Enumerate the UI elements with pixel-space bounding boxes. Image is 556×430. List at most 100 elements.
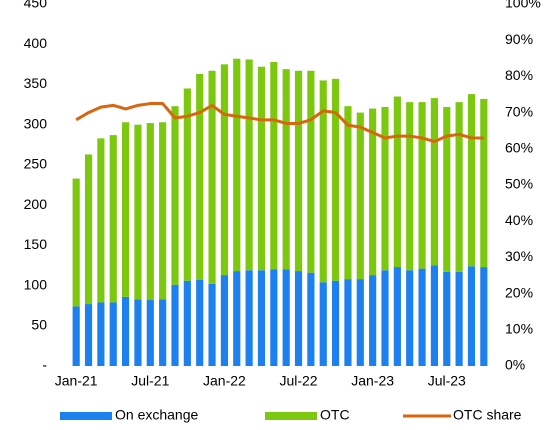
y-tick-label: 350 bbox=[24, 75, 48, 91]
y2-tick-label: 60% bbox=[505, 140, 533, 156]
bar bbox=[122, 122, 130, 297]
bar bbox=[356, 279, 364, 366]
bar bbox=[307, 272, 315, 366]
legend-label: OTC share bbox=[453, 407, 522, 423]
y-tick-label: 50 bbox=[31, 316, 47, 332]
bar bbox=[319, 80, 327, 283]
bar bbox=[270, 61, 278, 270]
bar bbox=[109, 135, 117, 303]
bar bbox=[196, 73, 204, 280]
bar bbox=[344, 279, 352, 366]
y-tick-label: 450 bbox=[24, 0, 48, 11]
y-tick-label: 400 bbox=[24, 35, 48, 51]
bar bbox=[183, 88, 191, 281]
bar bbox=[467, 94, 476, 267]
bar bbox=[418, 102, 426, 269]
bar bbox=[97, 138, 105, 303]
y2-tick-label: 80% bbox=[505, 67, 533, 83]
bar bbox=[332, 280, 340, 366]
bar bbox=[455, 271, 463, 366]
bar bbox=[332, 78, 340, 281]
bar bbox=[109, 302, 117, 366]
x-tick-label: Jan-22 bbox=[203, 373, 246, 389]
bar bbox=[294, 70, 303, 272]
y2-tick-label: 90% bbox=[505, 31, 533, 47]
bar bbox=[294, 271, 303, 366]
bar bbox=[220, 275, 228, 366]
bar bbox=[319, 282, 327, 366]
bar bbox=[467, 266, 476, 366]
bar bbox=[406, 270, 414, 366]
y2-tick-label: 40% bbox=[505, 212, 533, 228]
bar bbox=[72, 306, 80, 366]
bar bbox=[381, 270, 389, 366]
bar bbox=[245, 270, 253, 366]
bar bbox=[208, 283, 216, 366]
legend-swatch bbox=[60, 412, 112, 420]
y2-tick-label: 70% bbox=[505, 103, 533, 119]
x-tick-label: Jul-22 bbox=[279, 373, 317, 389]
bar bbox=[406, 102, 414, 271]
bar bbox=[171, 284, 179, 366]
bar bbox=[307, 70, 315, 273]
bar bbox=[134, 299, 142, 366]
y-tick-label: 100 bbox=[24, 276, 48, 292]
bar bbox=[220, 64, 228, 276]
bar bbox=[270, 269, 278, 366]
x-tick-label: Jul-21 bbox=[131, 373, 169, 389]
x-tick-label: Jan-23 bbox=[351, 373, 394, 389]
bar bbox=[430, 265, 438, 366]
bar bbox=[369, 108, 377, 276]
bar bbox=[159, 299, 167, 366]
bar bbox=[381, 106, 389, 271]
bar bbox=[480, 98, 488, 268]
bar bbox=[344, 106, 352, 280]
x-tick-label: Jul-23 bbox=[428, 373, 466, 389]
bar bbox=[418, 268, 426, 366]
bar bbox=[146, 300, 154, 366]
bar bbox=[183, 280, 191, 366]
y-tick-label: 300 bbox=[24, 115, 48, 131]
bar bbox=[282, 69, 290, 270]
y2-tick-label: 0% bbox=[505, 357, 525, 373]
bar bbox=[146, 123, 154, 301]
bar bbox=[208, 70, 216, 284]
bar bbox=[356, 112, 364, 280]
y-tick-label: - bbox=[42, 357, 47, 373]
bar bbox=[393, 96, 401, 268]
legend-label: On exchange bbox=[115, 407, 198, 423]
bar bbox=[233, 271, 241, 366]
bar bbox=[196, 279, 204, 366]
y2-tick-label: 10% bbox=[505, 321, 533, 337]
bar bbox=[257, 270, 266, 366]
y2-tick-label: 100% bbox=[505, 0, 541, 11]
bar bbox=[122, 296, 130, 366]
bar bbox=[72, 178, 80, 307]
bar bbox=[257, 66, 266, 271]
y-tick-label: 250 bbox=[24, 156, 48, 172]
legend-swatch bbox=[265, 412, 317, 420]
bar bbox=[393, 267, 401, 366]
bar bbox=[84, 154, 93, 305]
bar bbox=[369, 275, 377, 366]
x-tick-label: Jan-21 bbox=[55, 373, 98, 389]
line bbox=[75, 102, 484, 144]
bar bbox=[134, 124, 142, 300]
bar bbox=[430, 98, 438, 266]
bar bbox=[97, 302, 105, 366]
bar bbox=[171, 106, 179, 285]
legend-label: OTC bbox=[320, 407, 350, 423]
bar bbox=[245, 59, 253, 271]
bar bbox=[480, 267, 488, 366]
y2-tick-label: 30% bbox=[505, 248, 533, 264]
y2-tick-label: 50% bbox=[505, 176, 533, 192]
bar bbox=[443, 106, 451, 272]
bar bbox=[233, 58, 241, 272]
y-tick-label: 200 bbox=[24, 196, 48, 212]
bar bbox=[282, 269, 290, 366]
bar bbox=[455, 102, 463, 272]
bar bbox=[443, 271, 451, 366]
y2-tick-label: 20% bbox=[505, 284, 533, 300]
